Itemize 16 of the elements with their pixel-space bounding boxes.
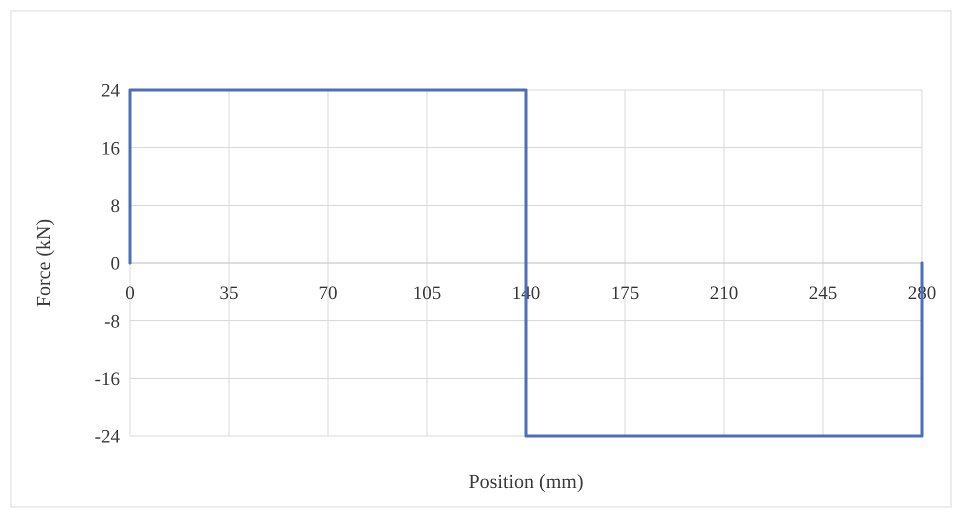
x-tick-label: 70: [318, 283, 338, 304]
y-tick-label: -16: [94, 368, 120, 390]
x-tick-label: 175: [610, 283, 640, 304]
x-tick-label: 210: [710, 283, 738, 304]
y-tick-label: -8: [104, 311, 120, 332]
y-tick-label: 16: [101, 138, 120, 160]
x-tick-label: 35: [220, 283, 238, 304]
x-tick-label: 105: [412, 283, 442, 304]
y-tick-label: 8: [110, 196, 120, 217]
y-tick-label: 0: [110, 254, 120, 275]
y-axis-title: Force (kN): [33, 218, 55, 308]
x-axis-title: Position (mm): [468, 471, 584, 493]
x-tick-label: 245: [808, 283, 838, 304]
y-tick-label: 24: [101, 80, 120, 102]
y-tick-label: -24: [94, 426, 120, 448]
x-tick-label: 0: [125, 283, 135, 304]
